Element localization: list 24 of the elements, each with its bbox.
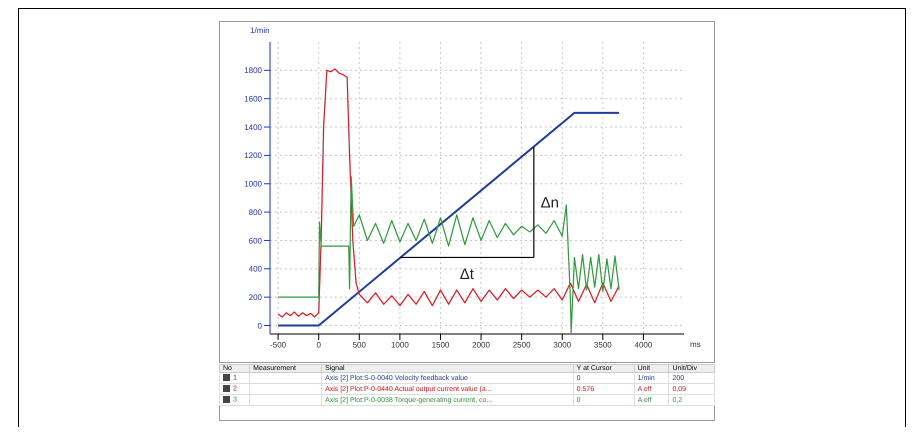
- y-tick-label: 1200: [244, 151, 263, 160]
- y-tick-label: 200: [248, 292, 263, 302]
- x-tick-label: 4000: [634, 340, 653, 350]
- y-tick-label: 1400: [244, 122, 263, 132]
- y-tick-label: 600: [248, 236, 263, 246]
- y-tick-label: 1600: [244, 94, 263, 104]
- x-tick-label: 2500: [512, 340, 532, 350]
- x-tick-label: -500: [270, 340, 287, 350]
- x-tick-label: 1500: [432, 340, 450, 350]
- x-tick-label: 500: [352, 340, 367, 350]
- x-tick-label: 3500: [594, 340, 612, 350]
- y-tick-label: 1800: [244, 66, 263, 76]
- y-tick-label: 400: [248, 264, 263, 274]
- annotation: Δn: [540, 194, 560, 212]
- x-tick-label: 0: [316, 340, 322, 350]
- y-tick-label: 800: [248, 208, 263, 217]
- annotation: Δt: [460, 266, 475, 283]
- y-tick-label: 0: [258, 321, 263, 330]
- x-tick-label: 2000: [472, 340, 491, 350]
- y-tick-label: 1000: [244, 180, 263, 189]
- x-tick-label: 1000: [390, 340, 410, 350]
- x-axis-title: ms: [690, 340, 701, 349]
- x-tick-label: 3000: [553, 340, 572, 350]
- y-axis-title: 1/min: [250, 26, 270, 35]
